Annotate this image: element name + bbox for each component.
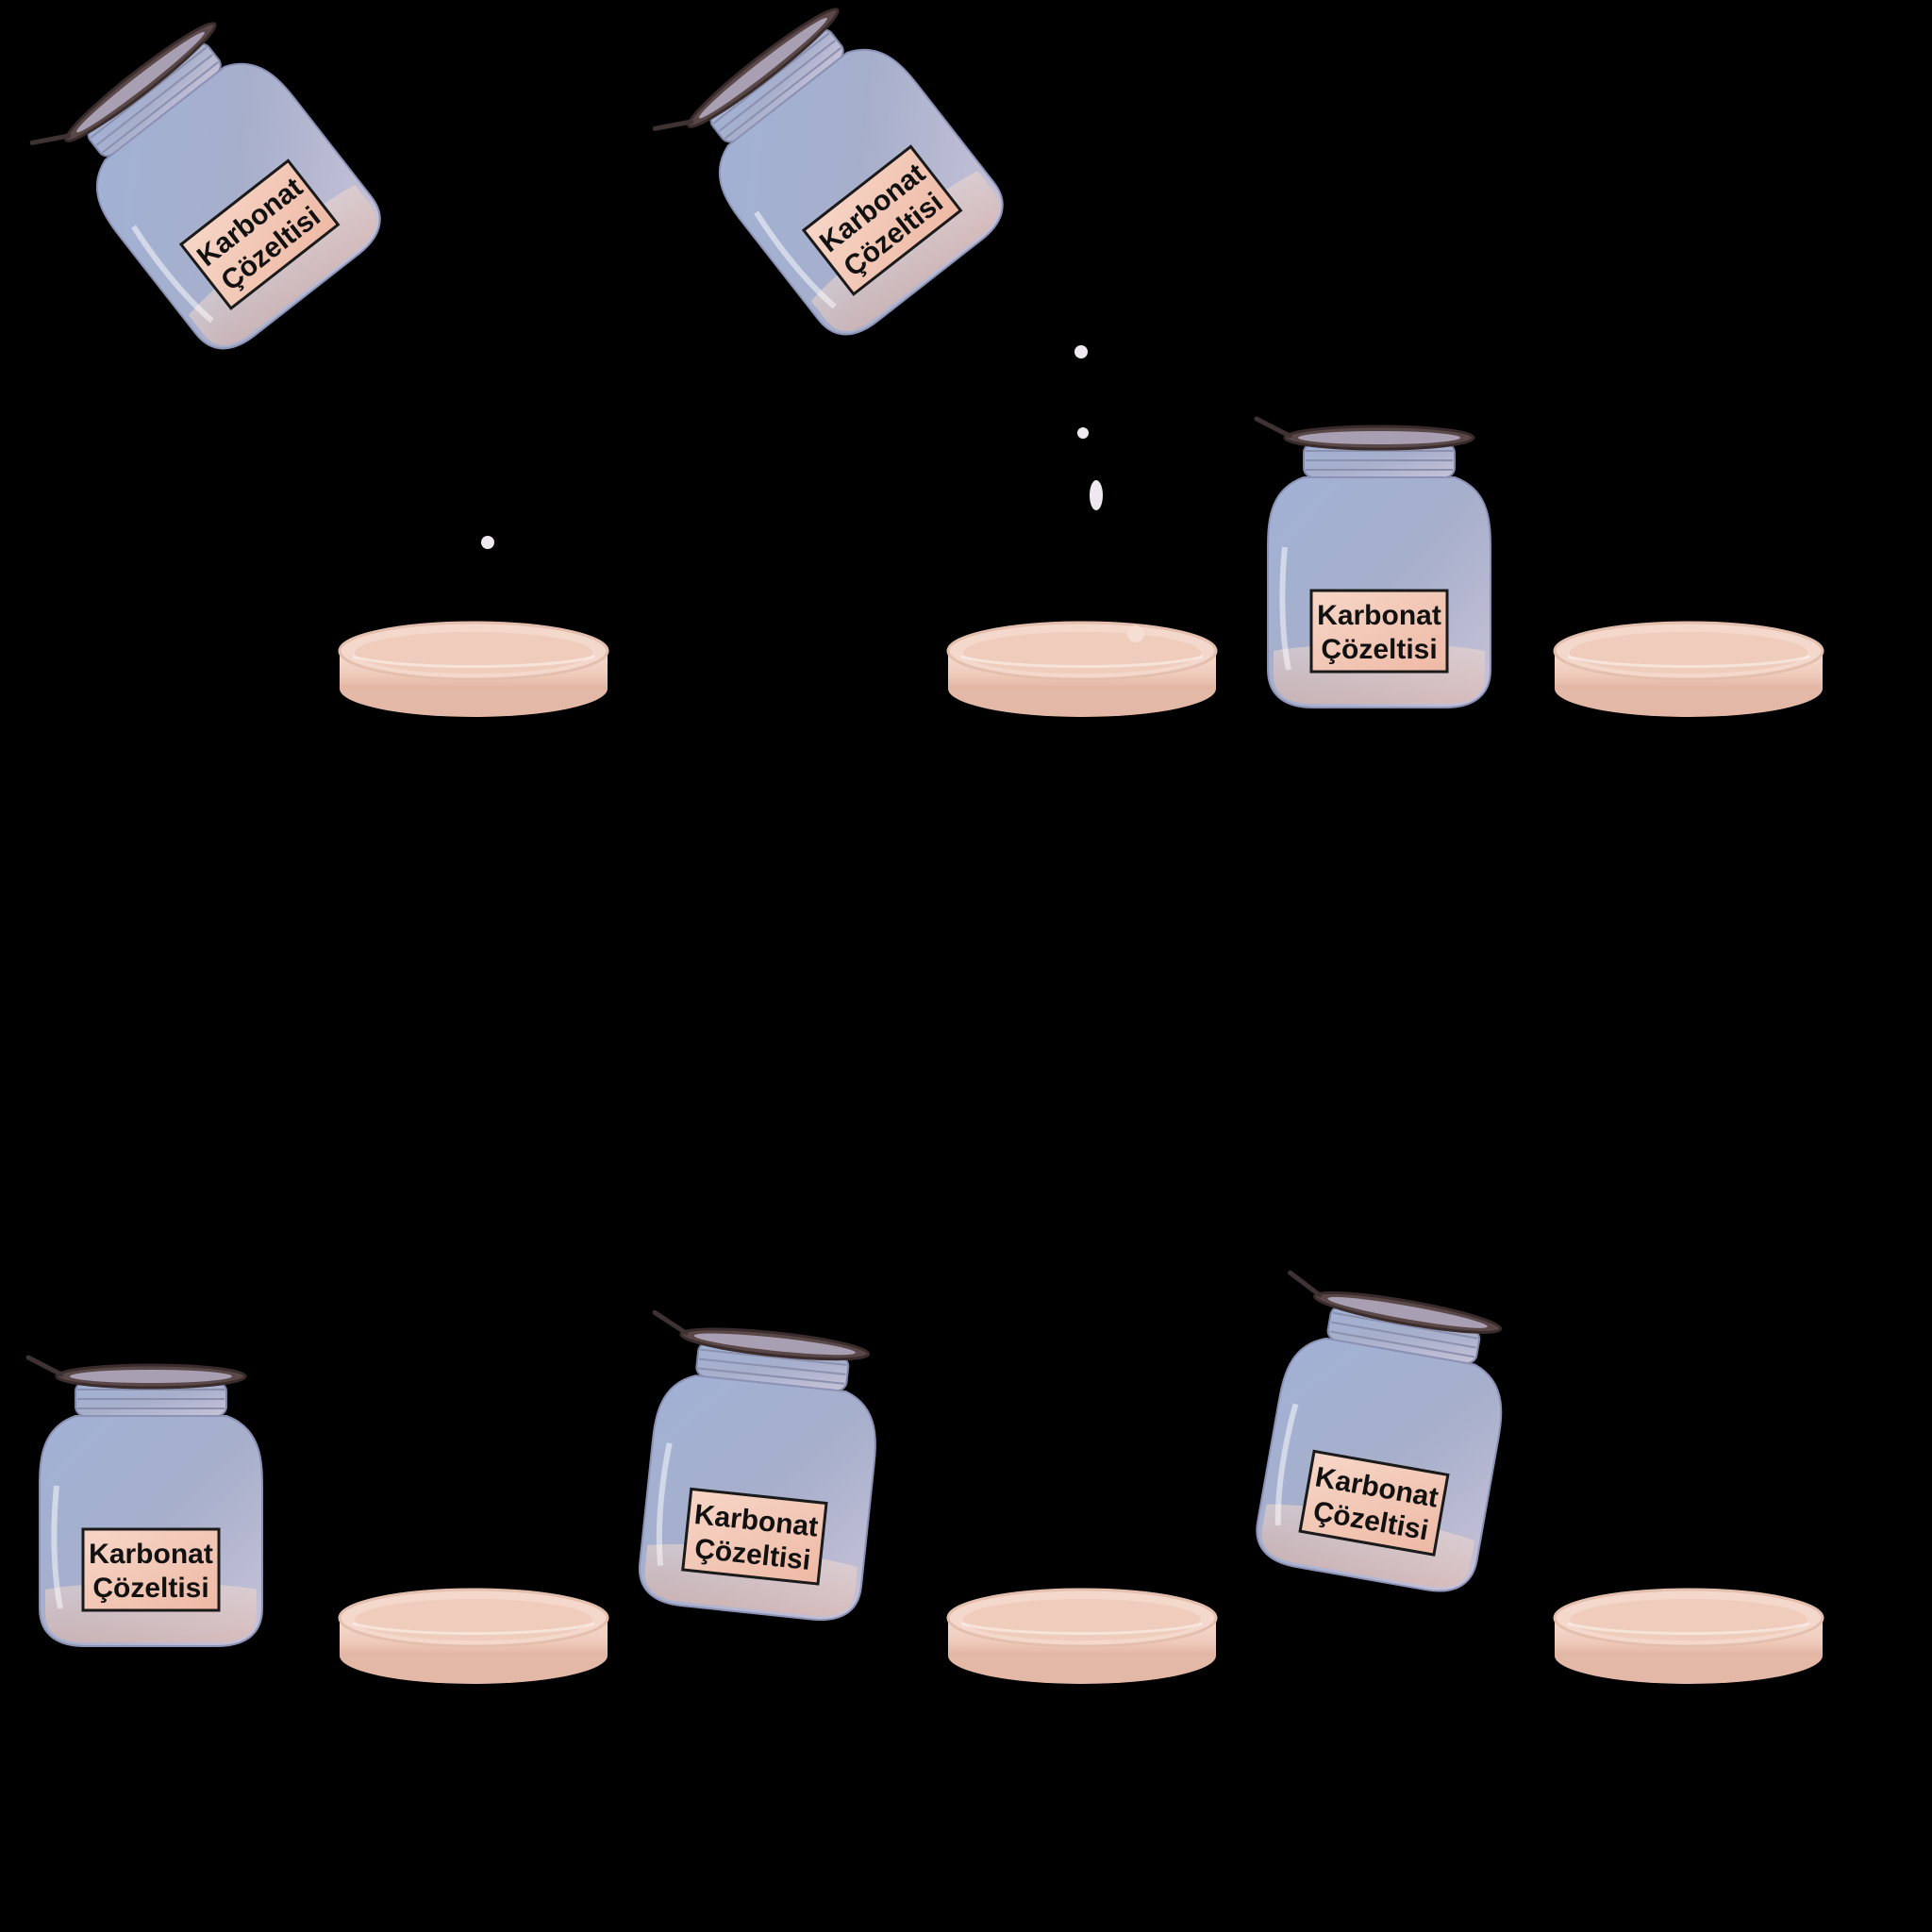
frame-6: Karbonat Çözeltisi — [1240, 1273, 1824, 1686]
droplet — [1077, 427, 1089, 439]
frame-5: Karbonat Çözeltisi — [625, 1312, 1218, 1686]
jar-label-line2: Çözeltisi — [1321, 634, 1437, 665]
dish — [946, 1588, 1218, 1686]
jar-label-line2: Çözeltisi — [92, 1573, 208, 1604]
droplet — [481, 536, 494, 549]
jar-pouring: Karbonat Çözeltisi — [32, 0, 394, 370]
droplet — [1090, 480, 1103, 510]
jar-upright: Karbonat Çözeltisi — [1257, 419, 1491, 708]
dish — [1553, 621, 1824, 719]
frame-2: Karbonat Çözeltisi — [655, 0, 1218, 719]
jar-tilted: Karbonat Çözeltisi — [625, 1312, 888, 1624]
droplet — [1074, 345, 1088, 358]
frame-4: Karbonat Çözeltisi — [28, 1357, 609, 1686]
frame-1: Karbonat Çözeltisi — [32, 0, 609, 719]
splash-drop — [1127, 625, 1144, 642]
jar-tilted: Karbonat Çözeltisi — [1240, 1273, 1520, 1597]
dish — [338, 1588, 609, 1686]
dish — [338, 621, 609, 719]
frame-3: Karbonat Çözeltisi — [1257, 419, 1824, 719]
jar-pouring: Karbonat Çözeltisi — [655, 0, 1017, 356]
jar-label-line1: Karbonat — [1317, 600, 1441, 631]
dish — [1553, 1588, 1824, 1686]
jar-label-line1: Karbonat — [89, 1539, 213, 1570]
dish — [946, 621, 1218, 719]
jar-upright: Karbonat Çözeltisi — [28, 1357, 262, 1646]
